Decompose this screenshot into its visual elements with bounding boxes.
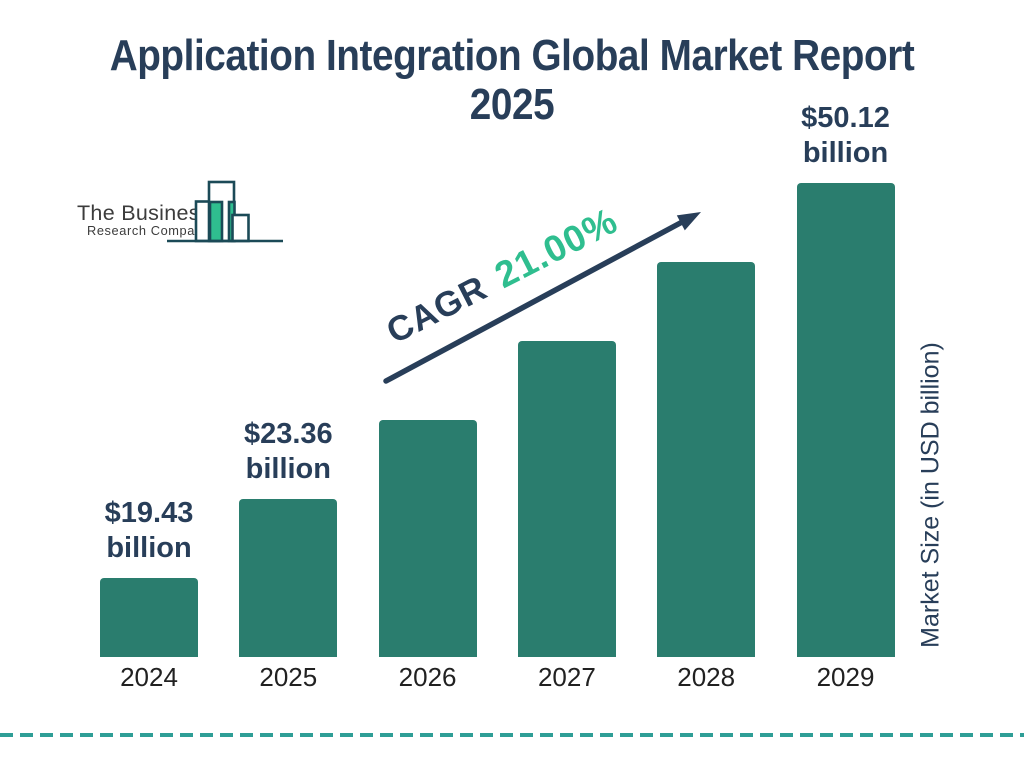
title-line-1: Application Integration Global Market Re…: [109, 31, 915, 80]
bar-value-amount-2024: $19.43: [104, 497, 194, 529]
bar-2027: [517, 341, 616, 657]
logo-subname: Research Company: [87, 223, 210, 238]
bar-value-2024: $19.43 billion: [64, 496, 234, 566]
x-tick-label-2026: 2026: [398, 662, 457, 692]
bar-value-amount-2025: $23.36: [243, 418, 333, 450]
bar-2028: [657, 262, 756, 657]
bottom-dashed-divider: [0, 733, 1024, 737]
logo-bar-chart-icon: [167, 180, 283, 243]
cagr-label: CAGR: [380, 268, 494, 352]
title-line-2: 2025: [469, 80, 555, 129]
x-tick-label-2029: 2029: [816, 662, 875, 692]
bar-2024: [100, 578, 198, 657]
page-title: Application Integration Global Market Re…: [61, 31, 962, 129]
bar-value-unit-2024: billion: [106, 532, 192, 564]
bar-value-amount-2029: $50.12: [801, 102, 890, 134]
x-tick-label-2024: 2024: [120, 662, 178, 692]
bar-value-unit-2025: billion: [245, 453, 331, 485]
x-tick-label-2028: 2028: [677, 662, 736, 692]
x-tick-label-2025: 2025: [259, 662, 318, 692]
bar-value-2029: $50.12 billion: [761, 101, 931, 171]
x-tick-label-2027: 2027: [537, 662, 596, 692]
bar-2025: [239, 499, 338, 657]
logo-name: The Business: [77, 201, 211, 225]
bar-2029: [796, 183, 895, 657]
y-axis-title: Market Size (in USD billion): [916, 342, 945, 648]
bar-value-unit-2029: billion: [802, 137, 889, 169]
cagr-annotation: CAGR21.00%: [380, 200, 625, 353]
bar-value-2025: $23.36 billion: [203, 417, 373, 487]
bar-2026: [378, 420, 477, 657]
cagr-value: 21.00%: [488, 199, 625, 296]
